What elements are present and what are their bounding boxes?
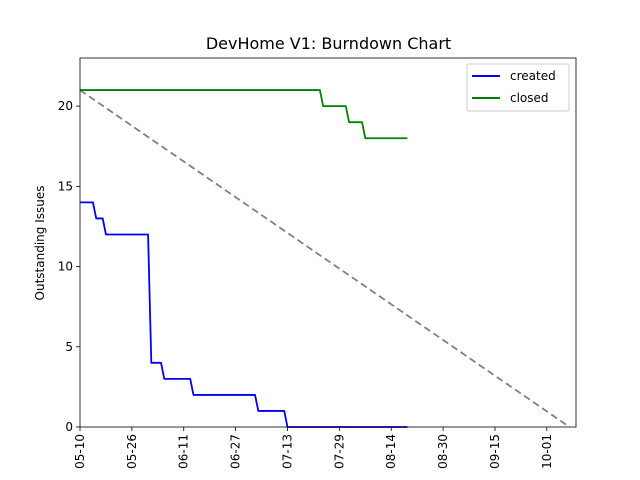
legend-label-created: created [510, 69, 556, 83]
x-tick-label: 10-01 [540, 434, 554, 469]
ideal-burndown-line [79, 89, 571, 428]
y-tick-label: 0 [65, 420, 73, 434]
y-axis-label: Outstanding Issues [33, 186, 47, 301]
x-axis-ticks: 05-10 05-26 06-11 06-27 07-13 07-29 08-14 08-30… [73, 427, 554, 469]
x-tick-label: 06-11 [177, 434, 191, 469]
series-line-created [80, 201, 408, 428]
x-tick-label: 05-10 [73, 434, 87, 469]
plot-lines [79, 89, 571, 428]
x-tick-label: 08-30 [436, 434, 450, 469]
y-tick-label: 20 [58, 99, 73, 113]
x-tick-label: 06-27 [229, 434, 243, 469]
legend-label-closed: closed [510, 91, 549, 105]
x-tick-label: 07-29 [332, 434, 346, 469]
x-tick-label: 09-15 [488, 434, 502, 469]
y-tick-label: 5 [65, 340, 73, 354]
plot-frame [79, 57, 577, 428]
series-line-closed [80, 89, 408, 140]
legend: created closed [466, 63, 570, 112]
y-tick-label: 15 [58, 179, 73, 193]
chart-title: DevHome V1: Burndown Chart [206, 34, 451, 53]
x-tick-label: 05-26 [125, 434, 139, 469]
y-tick-label: 10 [58, 260, 73, 274]
x-tick-label: 07-13 [280, 434, 294, 469]
y-axis-ticks: 0 5 10 15 20 [58, 99, 80, 434]
x-tick-label: 08-14 [384, 434, 398, 469]
